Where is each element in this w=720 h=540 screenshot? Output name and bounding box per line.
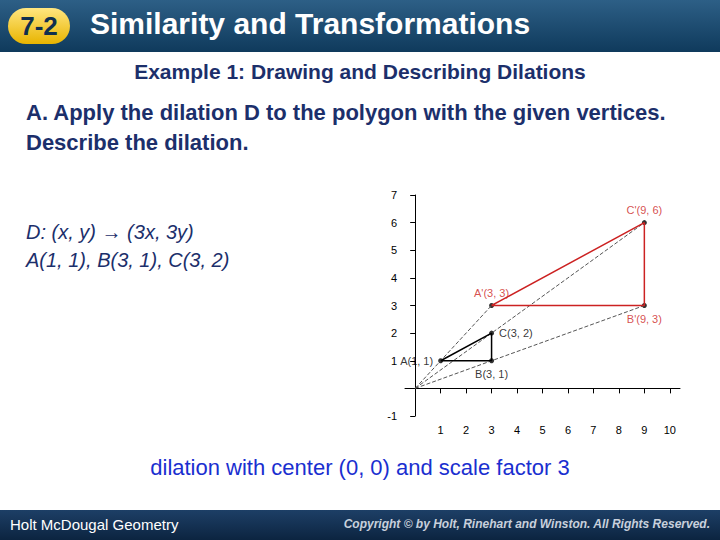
svg-text:6: 6 — [391, 217, 397, 229]
html-text:A. Apply the dilation D to the: A. Apply the dilation D to the polygon w… — [26, 100, 666, 155]
svg-text:B'(9, 3): B'(9, 3) — [627, 313, 662, 325]
svg-text:7: 7 — [590, 424, 596, 436]
svg-text:1: 1 — [438, 424, 444, 436]
html-text:Example 1: Drawing and Describ: Example 1: Drawing and Describing Dilati… — [134, 60, 586, 83]
svg-text:A(1, 1): A(1, 1) — [400, 355, 433, 367]
svg-text:5: 5 — [391, 244, 397, 256]
svg-text:9: 9 — [641, 424, 647, 436]
html-text:D: (x, y) → (3x, 3y): D: (x, y) → (3x, 3y) — [26, 221, 194, 243]
html-text:A(1, 1), B(3, 1), C(3, 2): A(1, 1), B(3, 1), C(3, 2) — [26, 249, 230, 271]
svg-text:2: 2 — [463, 424, 469, 436]
html-text:dilation with center (0, 0) an: dilation with center (0, 0) and scale fa… — [150, 455, 570, 480]
svg-text:B(3, 1): B(3, 1) — [475, 368, 508, 380]
svg-text:7: 7 — [391, 189, 397, 201]
svg-text:10: 10 — [664, 424, 676, 436]
svg-text:3: 3 — [489, 424, 495, 436]
svg-text:2: 2 — [391, 327, 397, 339]
svg-text:C(3, 2): C(3, 2) — [499, 327, 533, 339]
svg-text:6: 6 — [565, 424, 571, 436]
svg-text:5: 5 — [539, 424, 545, 436]
svg-text:-1: -1 — [387, 410, 397, 422]
svg-text:3: 3 — [391, 300, 397, 312]
svg-text:4: 4 — [514, 424, 520, 436]
html-text:Similarity and Transformations: Similarity and Transformations — [90, 7, 531, 40]
svg-text:8: 8 — [616, 424, 622, 436]
svg-text:1: 1 — [391, 355, 397, 367]
svg-text:4: 4 — [391, 272, 397, 284]
svg-text:C'(9, 6): C'(9, 6) — [626, 204, 662, 216]
svg-text:A'(3, 3): A'(3, 3) — [474, 287, 509, 299]
html-text:Copyright © by Holt, Rinehart: Copyright © by Holt, Rinehart and Winsto… — [343, 517, 710, 531]
html-text:7-2: 7-2 — [20, 11, 58, 41]
html-text:Holt McDougal Geometry: Holt McDougal Geometry — [10, 516, 179, 533]
